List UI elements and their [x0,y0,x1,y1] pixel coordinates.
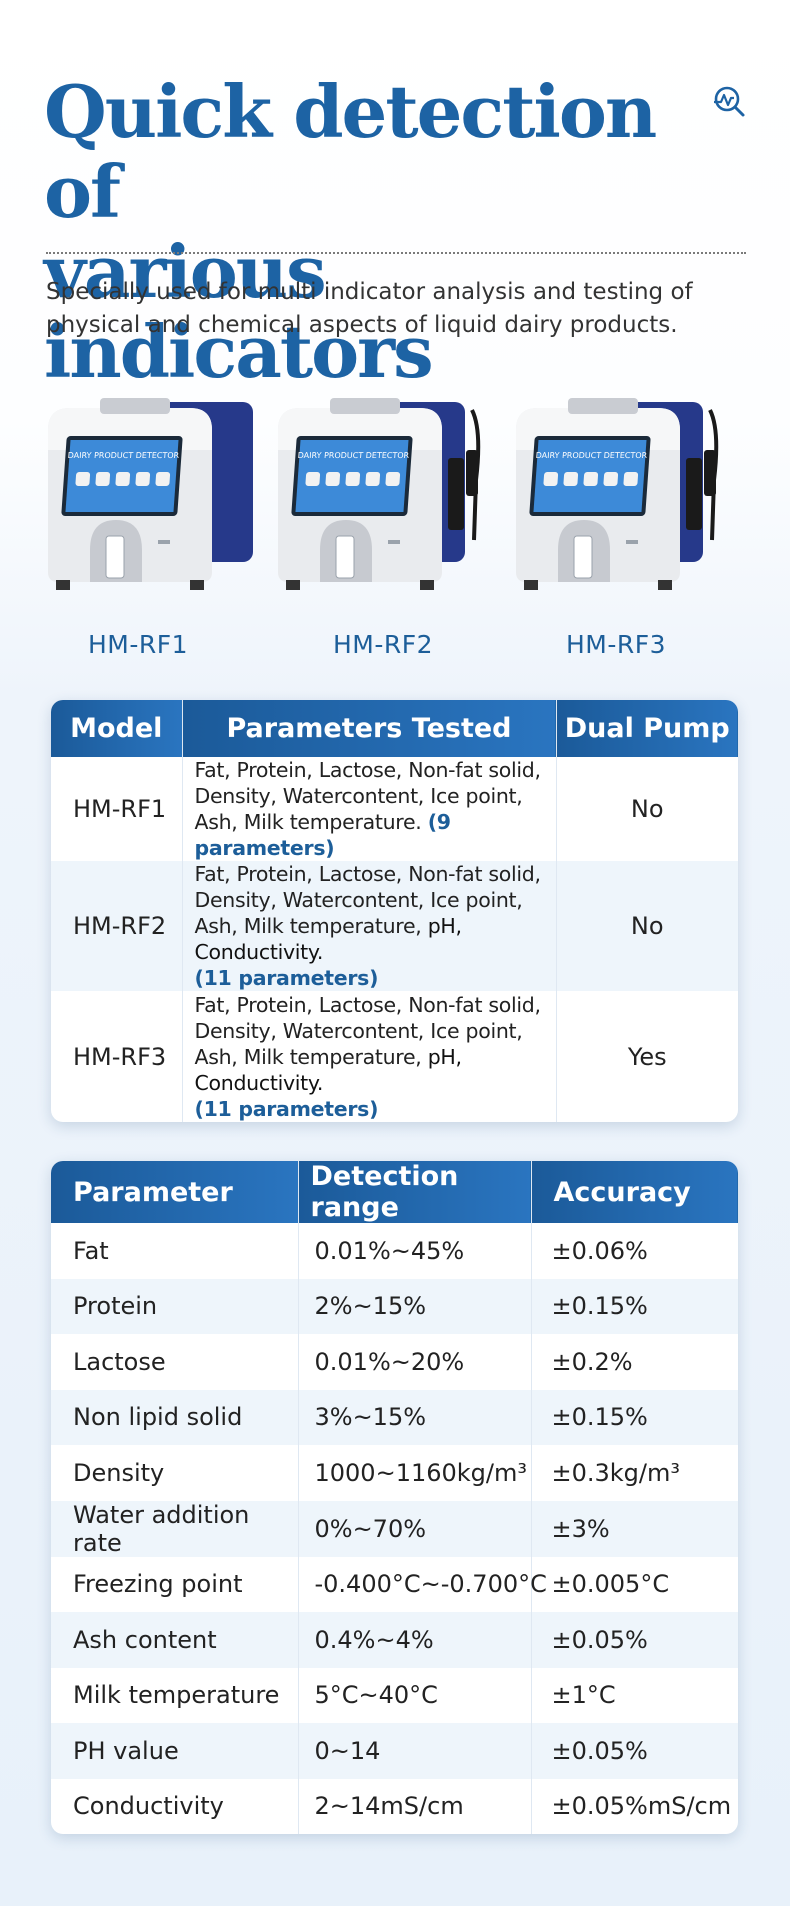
model-cell: HM-RF2 [51,861,183,991]
column-header-parameter: Parameter [51,1161,299,1223]
accuracy-cell: ±0.15% [531,1278,738,1334]
accuracy-cell: ±0.06% [551,1236,648,1265]
table-row: Conductivity 2~14mS/cm ±0.05%mS/cm [51,1778,738,1834]
accuracy-cell: ±0.3kg/m³ [551,1458,681,1487]
parameter-cell: Freezing point [51,1556,299,1612]
models-table: Model Parameters Tested Dual Pump HM-RF1… [51,700,738,1122]
table-row: Milk temperature 5°C~40°C ±1°C [51,1667,738,1723]
parameter-count: (11 parameters) [194,1096,379,1121]
parameter-cell: Ash content [51,1612,299,1668]
parameter-cell: Water addition rate [51,1500,299,1557]
spec-table-header: Parameter Detection range Accuracy [51,1161,738,1223]
table-row: Freezing point -0.400°C~-0.700°C ±0.005°… [51,1556,738,1612]
range-cell: 0.01%~20% [298,1334,532,1390]
parameter-count: (9 parameters) [194,810,452,860]
dual-pump-cell: No [556,861,738,991]
parameter-cell: PH value [51,1723,299,1779]
parameters-cell: Fat, Protein, Lactose, Non-fat solid, De… [182,991,557,1122]
page-title: Quick detection of various indicators [44,72,684,392]
column-header-accuracy: Accuracy [531,1161,738,1223]
range-cell: 0%~70% [298,1500,532,1557]
screen-text: DAIRY PRODUCT DETECTOR [297,451,409,460]
accuracy-cell: ±0.05% [531,1612,738,1668]
range-cell: 3%~15% [298,1389,532,1445]
title-line-1: Quick detection of [44,69,657,234]
table-row: Lactose 0.01%~20% ±0.2% [51,1334,738,1390]
accuracy-cell: ±0.15% [531,1389,738,1445]
accuracy-cell: ±1°C [551,1681,616,1710]
title-line-2: various indicators [44,229,434,394]
accuracy-cell: ±0.005°C [551,1570,670,1599]
range-cell: 1000~1160kg/m³ [298,1445,532,1501]
extra-parameters: pH, Conductivity. [194,1044,463,1095]
product-label-hm-rf2: HM-RF2 [332,630,434,659]
table-row: HM-RF2 Fat, Protein, Lactose, Non-fat so… [51,861,738,991]
column-header-model: Model [51,700,183,757]
product-image-hm-rf1: DAIRY PRODUCT DETECTOR [48,398,253,590]
range-cell: 5°C~40°C [298,1667,532,1723]
range-cell: 2~14mS/cm [298,1778,532,1834]
parameter-cell: Milk temperature [51,1667,299,1723]
table-row: Water addition rate 0%~70% ±3% [51,1500,738,1557]
column-header-dual-pump: Dual Pump [556,700,738,757]
accuracy-cell: ±3% [531,1500,738,1557]
models-table-header: Model Parameters Tested Dual Pump [51,700,738,757]
parameter-cell: Non lipid solid [51,1389,299,1445]
parameter-cell: Protein [51,1278,299,1334]
model-cell: HM-RF1 [51,757,183,861]
section-divider [46,252,746,254]
screen-text: DAIRY PRODUCT DETECTOR [535,451,647,460]
range-cell: 2%~15% [298,1278,532,1334]
chart-magnifier-icon [714,86,745,117]
parameters-cell: Fat, Protein, Lactose, Non-fat solid, De… [182,861,557,991]
table-row: HM-RF1 Fat, Protein, Lactose, Non-fat so… [51,757,738,861]
parameter-cell: Conductivity [51,1778,299,1834]
parameters-text: Fat, Protein, Lactose, Non-fat solid, De… [194,992,542,1069]
dual-pump-cell: No [630,795,664,823]
accuracy-cell: ±0.2% [551,1347,633,1376]
table-row: Ash content 0.4%~4% ±0.05% [51,1612,738,1668]
accuracy-cell: ±0.05%mS/cm [551,1792,732,1821]
table-row: Density 1000~1160kg/m³ ±0.3kg/m³ [51,1445,738,1501]
parameters-text: Fat, Protein, Lactose, Non-fat solid, De… [194,862,542,938]
page-subtitle: Specially used for multi indicator analy… [46,279,693,338]
extra-parameters: pH, Conductivity. [194,914,463,964]
range-cell: 0.01%~45% [298,1223,532,1279]
range-cell: -0.400°C~-0.700°C [298,1556,547,1612]
parameters-text: Fat, Protein, Lactose, Non-fat solid, De… [194,758,542,834]
parameter-count: (11 parameters) [194,966,379,990]
model-cell: HM-RF3 [51,991,183,1122]
range-cell: 0.4%~4% [298,1612,532,1668]
parameters-cell: Fat, Protein, Lactose, Non-fat solid, De… [182,757,557,861]
product-label-hm-rf1: HM-RF1 [87,630,189,659]
table-row: Non lipid solid 3%~15% ±0.15% [51,1389,738,1445]
screen-text: DAIRY PRODUCT DETECTOR [67,451,179,460]
parameter-cell: Fat [51,1223,299,1279]
product-label-hm-rf3: HM-RF3 [565,630,667,659]
accuracy-cell: ±0.05% [531,1723,738,1779]
table-row: Protein 2%~15% ±0.15% [51,1278,738,1334]
parameter-cell: Density [51,1445,299,1501]
column-header-detection-range: Detection range [298,1161,532,1223]
product-image-hm-rf3: DAIRY PRODUCT DETECTOR [516,398,719,590]
spec-table: Parameter Detection range Accuracy Fat 0… [51,1161,738,1834]
dual-pump-cell: Yes [627,1042,667,1071]
column-header-parameters-tested: Parameters Tested [182,700,557,757]
table-row: HM-RF3 Fat, Protein, Lactose, Non-fat so… [51,991,738,1122]
table-row: Fat 0.01%~45% ±0.06% [51,1223,738,1279]
parameter-cell: Lactose [51,1334,299,1390]
product-image-hm-rf2: DAIRY PRODUCT DETECTOR [278,398,481,590]
table-row: PH value 0~14 ±0.05% [51,1723,738,1779]
range-cell: 0~14 [298,1723,532,1779]
